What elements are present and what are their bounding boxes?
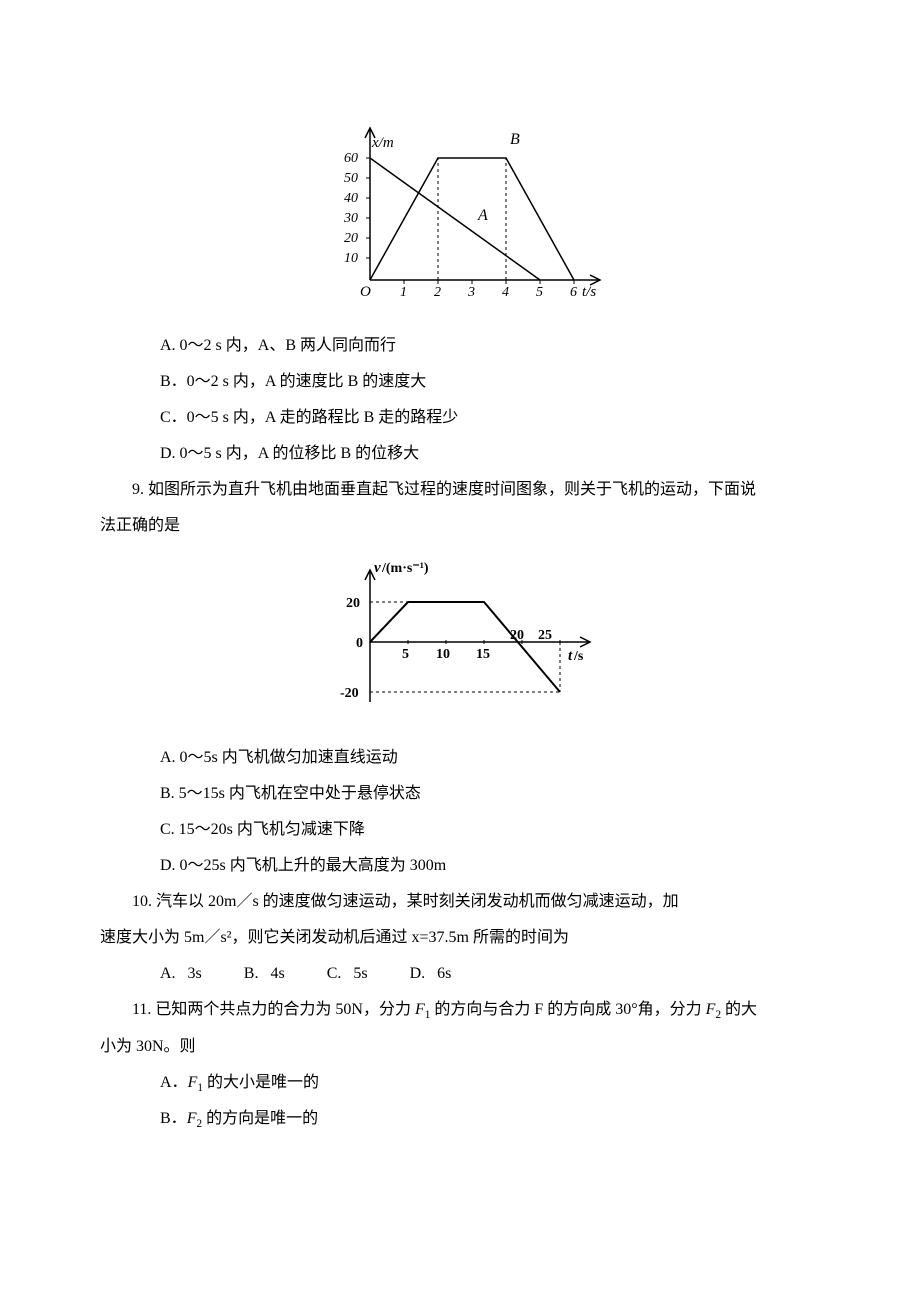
q11-a-post: 的大小是唯一的: [203, 1074, 319, 1091]
q9-option-c: C. 15～20s 内飞机匀减速下降: [100, 814, 820, 846]
svg-text:B: B: [510, 131, 520, 148]
q8-option-d: D. 0～5 s 内，A 的位移比 B 的位移大: [100, 438, 820, 470]
q11-stem-line1: 11. 已知两个共点力的合力为 50N，分力 F1 的方向与合力 F 的方向成 …: [100, 994, 820, 1027]
svg-text:/(m·s⁻¹): /(m·s⁻¹): [381, 561, 429, 576]
svg-text:5: 5: [402, 647, 409, 662]
q11-a-pre: A．: [160, 1074, 188, 1091]
q9-stem-line2: 法正确的是: [100, 510, 820, 542]
svg-text:/s: /s: [573, 649, 584, 664]
svg-text:5: 5: [536, 285, 543, 300]
q11-option-a: A．F1 的大小是唯一的: [100, 1067, 820, 1100]
q10-options: A. 3s B. 4s C. 5s D. 6s: [100, 958, 820, 990]
svg-text:10: 10: [436, 647, 450, 662]
svg-text:x/m: x/m: [371, 135, 394, 151]
q9-option-b: B. 5～15s 内飞机在空中处于悬停状态: [100, 778, 820, 810]
q11-b-pre: B．: [160, 1110, 187, 1127]
q9-stem-line1: 9. 如图所示为直升飞机由地面垂直起飞过程的速度时间图象，则关于飞机的运动，下面…: [100, 474, 820, 506]
q10-option-d: D. 6s: [410, 965, 452, 982]
displacement-time-chart: 10 20 30 40 50 60 1 2 3 4 5: [300, 110, 620, 310]
q10-stem-line2: 速度大小为 5m／s²，则它关闭发动机后通过 x=37.5m 所需的时间为: [100, 922, 820, 954]
svg-text:t/s: t/s: [582, 284, 596, 300]
q9-option-a: A. 0～5s 内飞机做匀加速直线运动: [100, 742, 820, 774]
q9-option-d: D. 0～25s 内飞机上升的最大高度为 300m: [100, 850, 820, 882]
q11-stem-1b: 的方向与合力 F 的方向成 30°角，分力: [430, 1001, 705, 1018]
svg-text:1: 1: [400, 285, 407, 300]
q10-option-a: A. 3s: [160, 965, 202, 982]
svg-text:20: 20: [346, 596, 360, 611]
svg-text:20: 20: [344, 231, 358, 246]
q10-option-c: C. 5s: [327, 965, 368, 982]
q9-figure: 20 0 -20 5 10 15 20 25 v /(m·s⁻¹): [100, 552, 820, 722]
q8-option-c: C．0～5 s 内，A 走的路程比 B 走的路程少: [100, 402, 820, 434]
q11-stem-1c: 的大: [721, 1001, 757, 1018]
svg-text:0: 0: [356, 636, 363, 651]
svg-text:3: 3: [467, 285, 475, 300]
svg-text:15: 15: [476, 647, 490, 662]
svg-text:t: t: [568, 648, 573, 664]
svg-text:v: v: [374, 560, 381, 576]
svg-text:-20: -20: [340, 686, 359, 701]
q10-option-b: B. 4s: [244, 965, 285, 982]
svg-text:25: 25: [538, 628, 552, 643]
q11-f1: F: [415, 1001, 425, 1018]
q11-b-f2: F: [187, 1110, 197, 1127]
svg-text:40: 40: [344, 191, 358, 206]
page: 10 20 30 40 50 60 1 2 3 4 5: [0, 0, 920, 1302]
q8-option-b: B．0～2 s 内，A 的速度比 B 的速度大: [100, 366, 820, 398]
svg-text:4: 4: [502, 285, 509, 300]
q10-stem-line1: 10. 汽车以 20m／s 的速度做匀速运动，某时刻关闭发动机而做匀减速运动，加: [100, 886, 820, 918]
svg-text:10: 10: [344, 251, 358, 266]
q8-option-a: A. 0～2 s 内，A、B 两人同向而行: [100, 330, 820, 362]
svg-text:50: 50: [344, 171, 358, 186]
q11-option-b: B．F2 的方向是唯一的: [100, 1103, 820, 1136]
q11-b-post: 的方向是唯一的: [202, 1110, 318, 1127]
q11-f2: F: [706, 1001, 716, 1018]
svg-text:2: 2: [434, 285, 441, 300]
q8-figure: 10 20 30 40 50 60 1 2 3 4 5: [100, 110, 820, 310]
svg-text:A: A: [477, 207, 488, 224]
svg-text:O: O: [360, 284, 371, 300]
q11-a-f1: F: [188, 1074, 198, 1091]
q11-stem-1a: 11. 已知两个共点力的合力为 50N，分力: [132, 1001, 415, 1018]
velocity-time-chart: 20 0 -20 5 10 15 20 25 v /(m·s⁻¹): [310, 552, 610, 722]
svg-text:30: 30: [343, 211, 358, 226]
svg-text:6: 6: [570, 285, 577, 300]
q11-stem-line2: 小为 30N。则: [100, 1031, 820, 1063]
svg-text:60: 60: [344, 151, 358, 166]
